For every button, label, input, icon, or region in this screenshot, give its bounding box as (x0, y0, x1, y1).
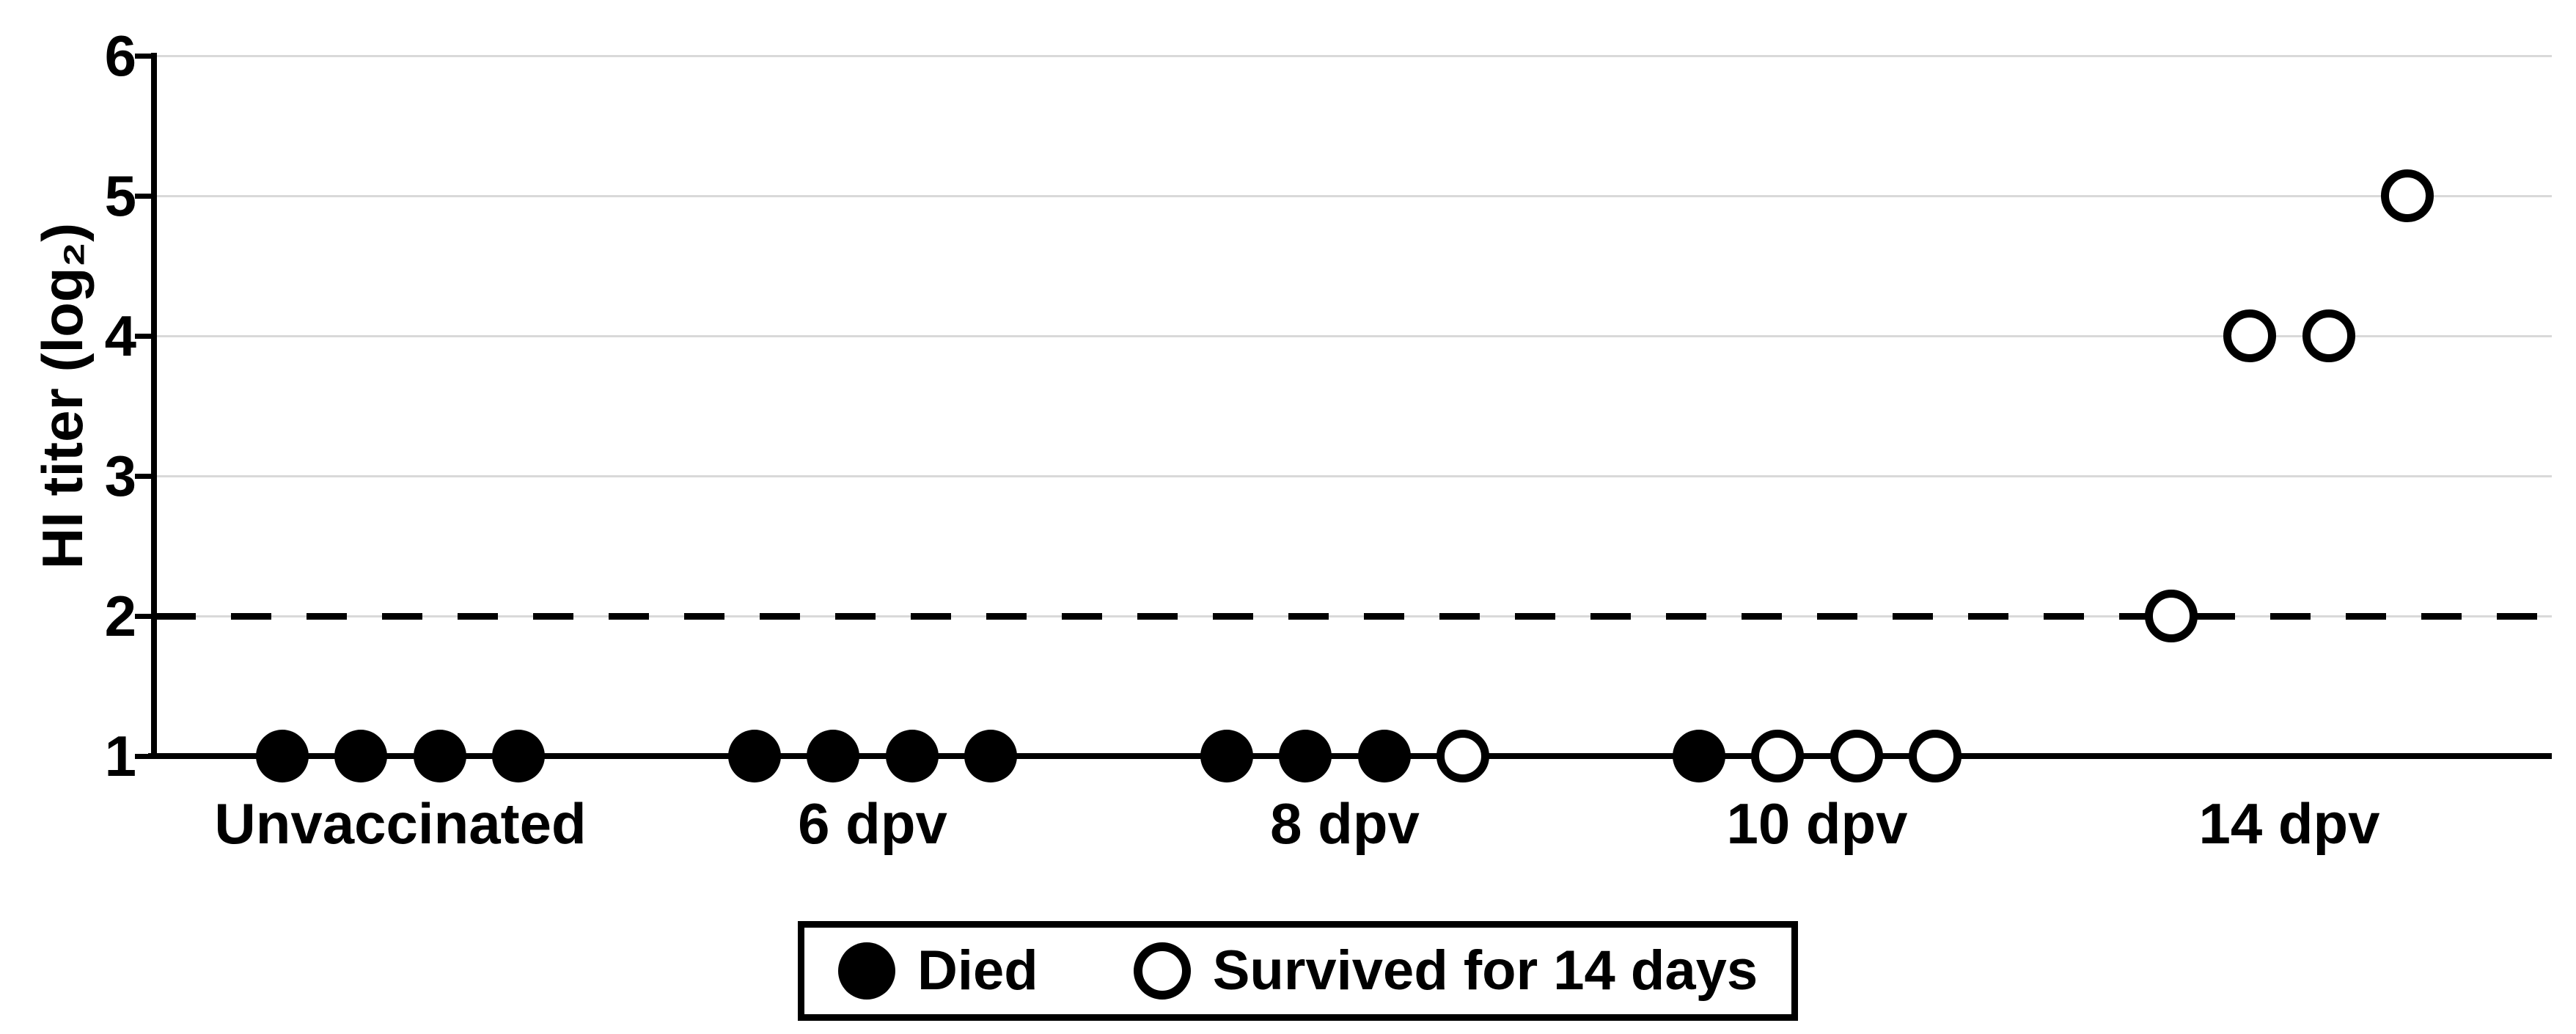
threshold-line (155, 613, 2552, 620)
y-tick-mark (135, 474, 154, 479)
data-point-died (334, 730, 388, 782)
data-point-survived (2302, 309, 2355, 362)
data-point-died (492, 730, 546, 782)
data-point-died (807, 730, 860, 782)
data-point-survived (2381, 169, 2434, 222)
filled-circle-icon (838, 942, 895, 1000)
y-tick-mark (135, 194, 154, 199)
data-point-survived (2223, 309, 2277, 362)
data-point-died (1279, 730, 1332, 782)
data-point-survived (1909, 730, 1962, 782)
y-axis-title: HI titer (log₂) (30, 222, 95, 570)
data-point-died (1357, 730, 1411, 782)
y-tick-mark (135, 54, 154, 59)
legend-item-survived: Survived for 14 days (1133, 939, 1758, 1002)
y-tick-mark (135, 334, 154, 339)
y-tick-label: 5 (104, 164, 136, 228)
data-point-died (1672, 730, 1725, 782)
y-tick-mark (135, 614, 154, 619)
legend-item-died: Died (838, 942, 1038, 1000)
data-point-survived (1830, 730, 1883, 782)
x-axis-baseline (148, 753, 2552, 759)
open-circle-icon (1133, 942, 1191, 1000)
data-point-died (255, 730, 309, 782)
y-tick-mark (135, 754, 154, 759)
y-tick-label: 2 (104, 584, 136, 648)
x-category-label: Unvaccinated (214, 791, 587, 856)
data-point-died (964, 730, 1018, 782)
gridline-y3 (154, 475, 2552, 477)
y-tick-label: 3 (104, 444, 136, 508)
data-point-died (413, 730, 466, 782)
x-category-label: 10 dpv (1726, 791, 1908, 856)
y-tick-label: 1 (104, 724, 136, 788)
y-axis-line (151, 53, 157, 759)
x-category-label: 8 dpv (1270, 791, 1420, 856)
y-tick-label: 4 (104, 304, 136, 368)
data-point-died (1200, 730, 1253, 782)
data-point-survived (1751, 730, 1805, 782)
x-category-label: 6 dpv (798, 791, 947, 856)
legend-label-survived: Survived for 14 days (1212, 939, 1758, 1002)
data-point-died (727, 730, 781, 782)
gridline-y6 (154, 55, 2552, 57)
legend-label-died: Died (917, 939, 1038, 1002)
gridline-y4 (154, 335, 2552, 337)
legend: Died Survived for 14 days (798, 921, 1798, 1021)
y-tick-label: 6 (104, 23, 136, 88)
x-category-label: 14 dpv (2198, 791, 2380, 856)
gridline-y5 (154, 195, 2552, 197)
data-point-died (885, 730, 939, 782)
data-point-survived (2144, 590, 2198, 642)
data-point-survived (1436, 730, 1490, 782)
